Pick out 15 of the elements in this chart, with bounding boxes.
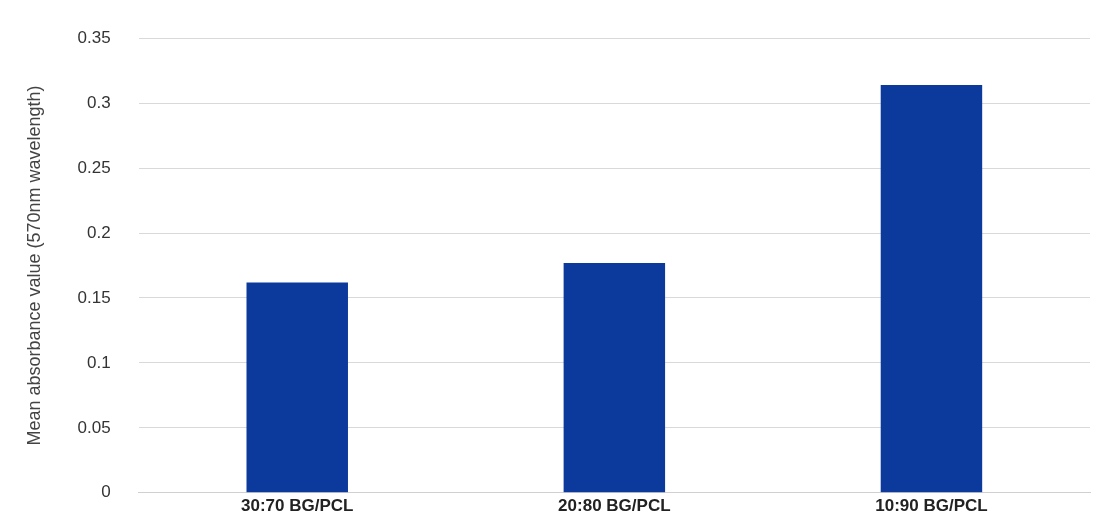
y-tick-label: 0.1 [87, 352, 111, 372]
x-tick-label: 30:70 BG/PCL [241, 495, 354, 515]
bar [246, 282, 348, 493]
y-tick-label: 0.3 [87, 92, 111, 112]
y-tick-label: 0.25 [77, 157, 111, 177]
y-tick-label: 0.35 [77, 27, 111, 47]
y-tick-label: 0.2 [87, 222, 111, 242]
y-tick-label: 0 [101, 482, 111, 502]
y-axis-title: Mean absorbance value (570nm wavelength) [23, 85, 44, 446]
bar [880, 84, 983, 493]
bar [563, 262, 666, 493]
y-tick-label: 0.15 [77, 287, 111, 307]
x-tick-label: 20:80 BG/PCL [558, 495, 671, 515]
y-tick-label: 0.05 [77, 417, 111, 437]
x-tick-label: 10:90 BG/PCL [875, 495, 988, 515]
